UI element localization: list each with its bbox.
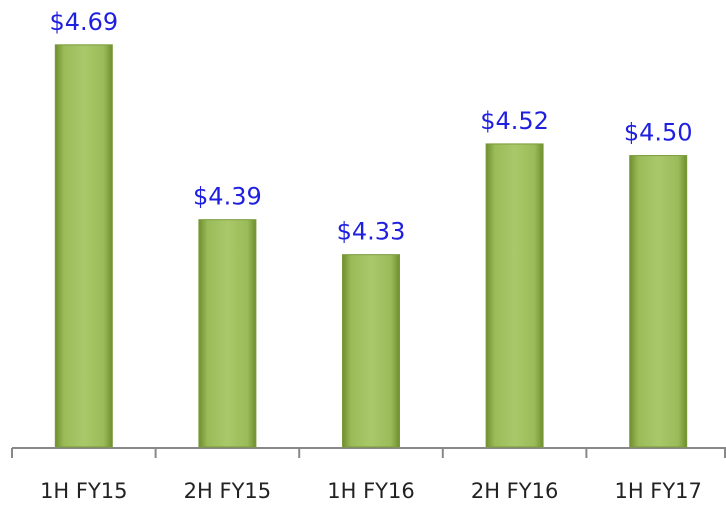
x-tick-label: 2H FY16 <box>471 479 558 503</box>
bar <box>485 143 544 448</box>
value-label: $4.39 <box>193 183 262 211</box>
x-tick-label: 2H FY15 <box>184 479 271 503</box>
bar <box>342 254 400 448</box>
bar <box>198 219 257 448</box>
bar <box>54 44 113 448</box>
bar <box>629 155 688 448</box>
x-tick-label: 1H FY17 <box>614 479 701 503</box>
value-label: $4.52 <box>480 107 549 135</box>
x-tick-label: 1H FY15 <box>40 479 127 503</box>
value-label: $4.69 <box>49 8 118 36</box>
value-label: $4.50 <box>624 119 693 147</box>
value-label: $4.33 <box>337 218 406 246</box>
x-tick-label: 1H FY16 <box>327 479 414 503</box>
